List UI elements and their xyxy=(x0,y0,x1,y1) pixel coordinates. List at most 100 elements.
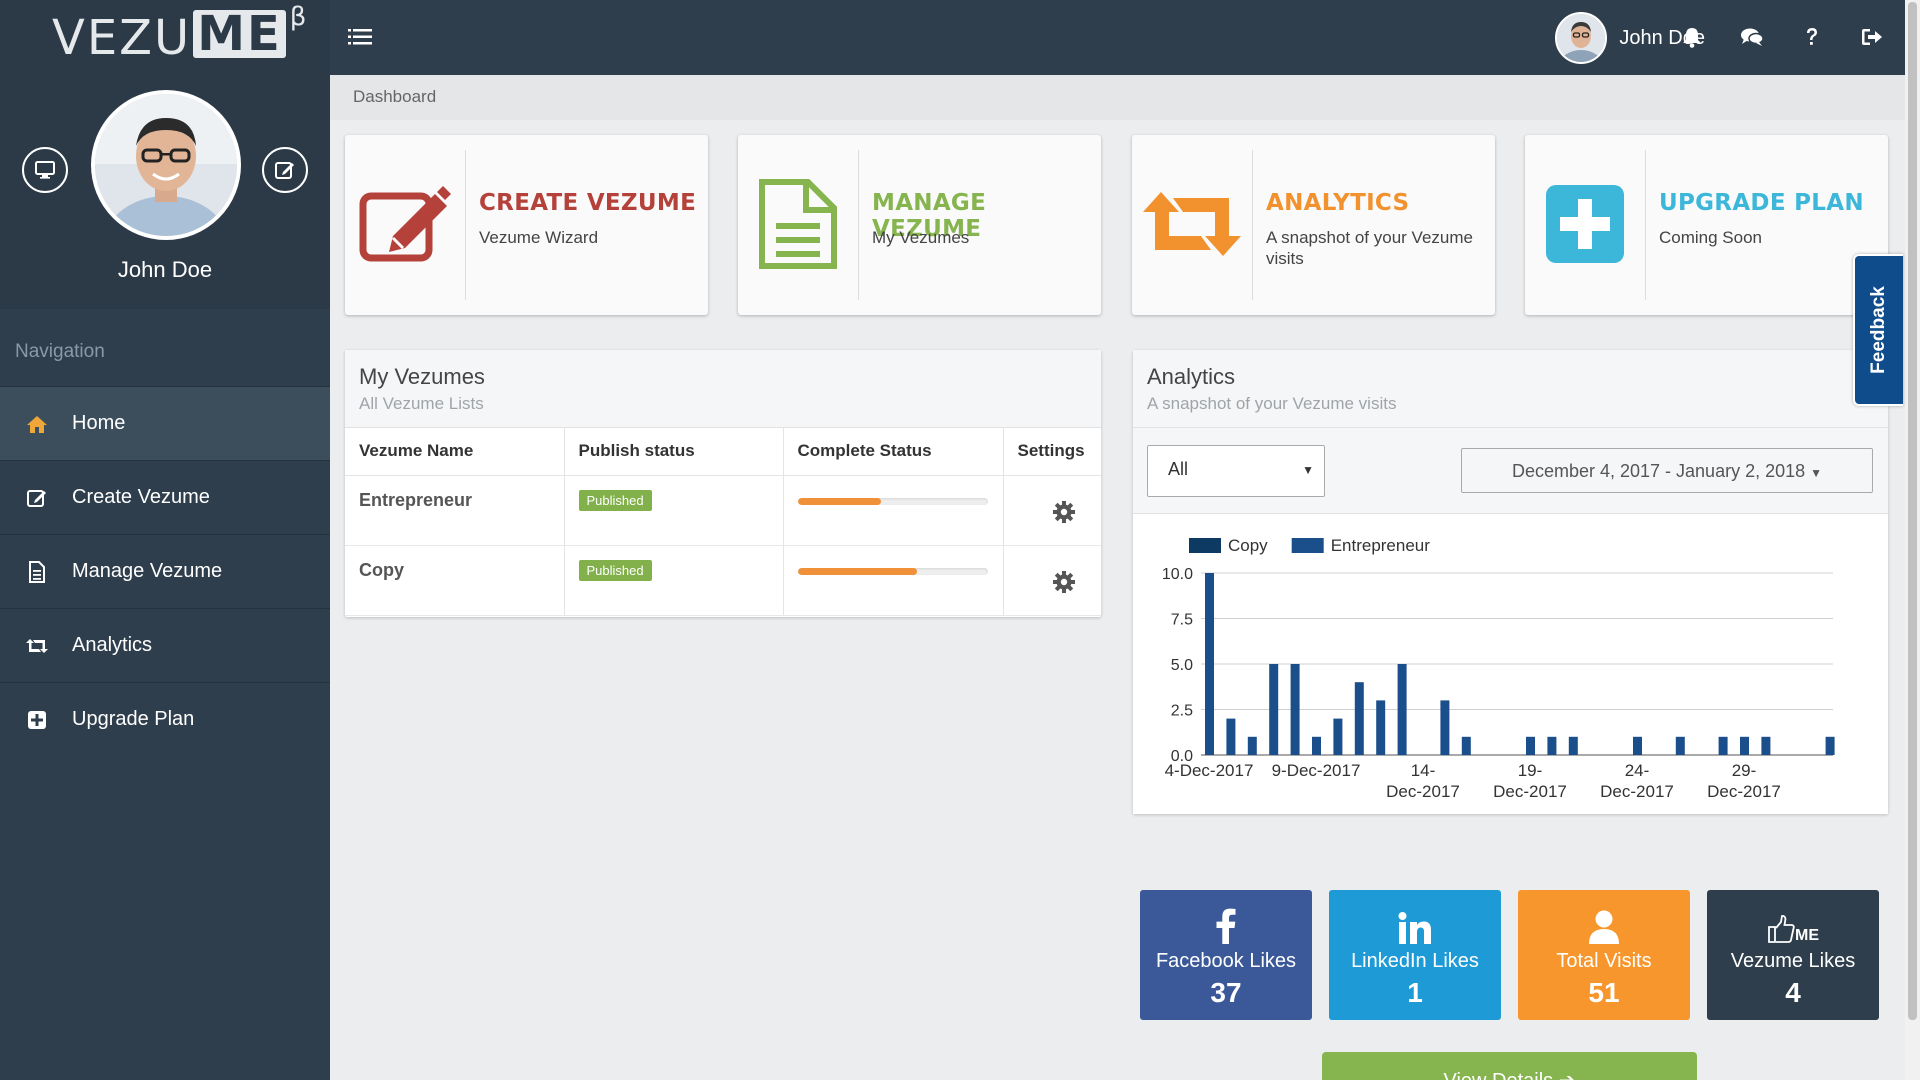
y-tick-label: 10.0 xyxy=(1162,566,1193,583)
card-subtitle: My Vezumes xyxy=(872,228,970,247)
analytics-card[interactable]: ANALYTICS A snapshot of your Vezume visi… xyxy=(1132,135,1495,315)
bar xyxy=(1526,736,1535,755)
breadcrumb: Dashboard xyxy=(330,75,1905,120)
total-visits-tile[interactable]: Total Visits 51 xyxy=(1518,890,1690,1020)
document-icon xyxy=(26,560,48,583)
gear-icon[interactable] xyxy=(1052,500,1076,524)
y-tick-label: 2.5 xyxy=(1171,703,1193,720)
document-icon xyxy=(748,179,848,269)
card-title: ANALYTICS xyxy=(1266,190,1410,216)
gear-icon[interactable] xyxy=(1052,570,1076,594)
plus-square-icon xyxy=(1535,179,1635,269)
sidebar-item-create-vezume[interactable]: Create Vezume xyxy=(0,460,330,534)
page-scrollbar[interactable] xyxy=(1905,0,1920,1080)
profile-name: John Doe xyxy=(117,257,213,282)
tile-label: Total Visits xyxy=(1556,950,1652,972)
panel-title: Analytics xyxy=(1147,364,1236,389)
panel-subtitle: A snapshot of your Vezume visits xyxy=(1147,394,1397,413)
logo[interactable]: VEZU ME β xyxy=(52,2,308,66)
bar xyxy=(1825,736,1835,755)
vezume-likes-tile[interactable]: ME Vezume Likes 4 xyxy=(1707,890,1879,1020)
sidebar-item-manage-vezume[interactable]: Manage Vezume xyxy=(0,534,330,608)
sidebar-item-analytics[interactable]: Analytics xyxy=(0,608,330,682)
person-photo-icon xyxy=(1557,14,1606,62)
linkedin-icon xyxy=(1329,900,1501,944)
bar xyxy=(1290,664,1300,755)
profile-avatar[interactable] xyxy=(91,90,241,240)
x-tick-label: 14- xyxy=(1411,761,1436,780)
bell-icon xyxy=(1683,28,1701,48)
legend-swatch xyxy=(1189,538,1221,553)
caret-down-icon: ▼ xyxy=(1302,463,1314,477)
tile-label: Vezume Likes xyxy=(1730,950,1856,972)
y-tick-label: 7.5 xyxy=(1171,612,1193,629)
view-details-button[interactable]: View Details ➔ xyxy=(1322,1052,1697,1080)
retweet-icon xyxy=(1142,179,1242,269)
manage-vezume-card[interactable]: MANAGE VEZUME My Vezumes xyxy=(738,135,1101,315)
help-icon xyxy=(1807,28,1817,45)
my-vezumes-panel: My Vezumes All Vezume Lists Vezume Name … xyxy=(345,350,1101,617)
create-vezume-card[interactable]: CREATE VEZUME Vezume Wizard xyxy=(345,135,708,315)
tile-label: Facebook Likes xyxy=(1155,950,1297,972)
filter-row: All ▼ December 4, 2017 - January 2, 2018… xyxy=(1133,428,1888,514)
monitor-button[interactable] xyxy=(22,147,68,193)
x-tick-label: Dec-2017 xyxy=(1493,782,1567,801)
list-menu-icon xyxy=(348,29,372,45)
panel-header: My Vezumes All Vezume Lists xyxy=(345,350,1101,428)
sidebar-item-upgrade-plan[interactable]: Upgrade Plan xyxy=(0,682,330,756)
column-header[interactable]: Publish status xyxy=(564,428,784,476)
visits-chart: Copy Entrepreneur 0.0 2.5 5.0 7.5 10.0 4-Dec-20… xyxy=(1133,514,1888,814)
top-user-menu[interactable]: John Doe xyxy=(1555,12,1705,64)
sidebar-item-label: Create Vezume xyxy=(72,486,210,508)
table-header-row: Vezume Name Publish status Complete Stat… xyxy=(345,428,1101,476)
upgrade-plan-card[interactable]: UPGRADE PLAN Coming Soon xyxy=(1525,135,1888,315)
logout-button[interactable] xyxy=(1860,25,1884,49)
edit-profile-button[interactable] xyxy=(262,147,308,193)
bar xyxy=(1247,736,1257,755)
notifications-button[interactable] xyxy=(1680,25,1704,49)
legend-label: Copy xyxy=(1228,536,1268,555)
card-subtitle: A snapshot of your Vezume visits xyxy=(1266,228,1473,268)
bar xyxy=(1333,718,1343,755)
scrollbar-thumb[interactable] xyxy=(1908,2,1917,1020)
column-header[interactable]: Vezume Name xyxy=(345,428,565,476)
chat-icon xyxy=(1741,28,1764,46)
x-tick-label: 24- xyxy=(1625,761,1650,780)
logo-bar: VEZU ME β xyxy=(0,0,330,75)
edit-icon xyxy=(355,179,455,269)
status-badge: Published xyxy=(578,559,652,581)
home-icon xyxy=(26,413,48,435)
sidebar: VEZU ME β John Doe N xyxy=(0,0,330,1080)
retweet-icon xyxy=(26,635,48,657)
card-divider xyxy=(858,150,859,300)
complete-progress-bar xyxy=(797,567,988,575)
messages-button[interactable] xyxy=(1740,25,1764,49)
logo-text: VEZU xyxy=(52,9,192,66)
table-row: Copy Published xyxy=(345,545,1101,616)
vezume-filter-select[interactable]: All ▼ xyxy=(1147,445,1325,497)
vezume-name[interactable]: Entrepreneur xyxy=(359,489,473,510)
menu-toggle-button[interactable] xyxy=(348,27,372,47)
card-divider xyxy=(1252,150,1253,300)
help-button[interactable] xyxy=(1800,25,1824,49)
linkedin-likes-tile[interactable]: LinkedIn Likes 1 xyxy=(1329,890,1501,1020)
column-header[interactable]: Complete Status xyxy=(783,428,1004,476)
bar xyxy=(1547,736,1557,755)
top-bar: John Doe xyxy=(330,0,1905,75)
feedback-tab[interactable]: Feedback xyxy=(1853,254,1903,406)
logo-beta: β xyxy=(289,1,309,32)
x-tick-label: 4-Dec-2017 xyxy=(1165,761,1254,780)
progress-fill xyxy=(797,497,882,505)
bar xyxy=(1376,700,1386,755)
vezume-name[interactable]: Copy xyxy=(359,559,404,580)
bar xyxy=(1761,736,1771,755)
facebook-likes-tile[interactable]: Facebook Likes 37 xyxy=(1140,890,1312,1020)
table-row: Entrepreneur Published xyxy=(345,475,1101,546)
monitor-icon xyxy=(35,161,55,179)
sidebar-item-label: Analytics xyxy=(72,634,153,656)
sidebar-item-home[interactable]: Home xyxy=(0,386,330,460)
date-range-picker[interactable]: December 4, 2017 - January 2, 2018 ▼ xyxy=(1461,448,1873,493)
sidebar-item-label: Manage Vezume xyxy=(72,560,223,582)
x-tick-label: 19- xyxy=(1518,761,1543,780)
bar xyxy=(1312,736,1321,755)
